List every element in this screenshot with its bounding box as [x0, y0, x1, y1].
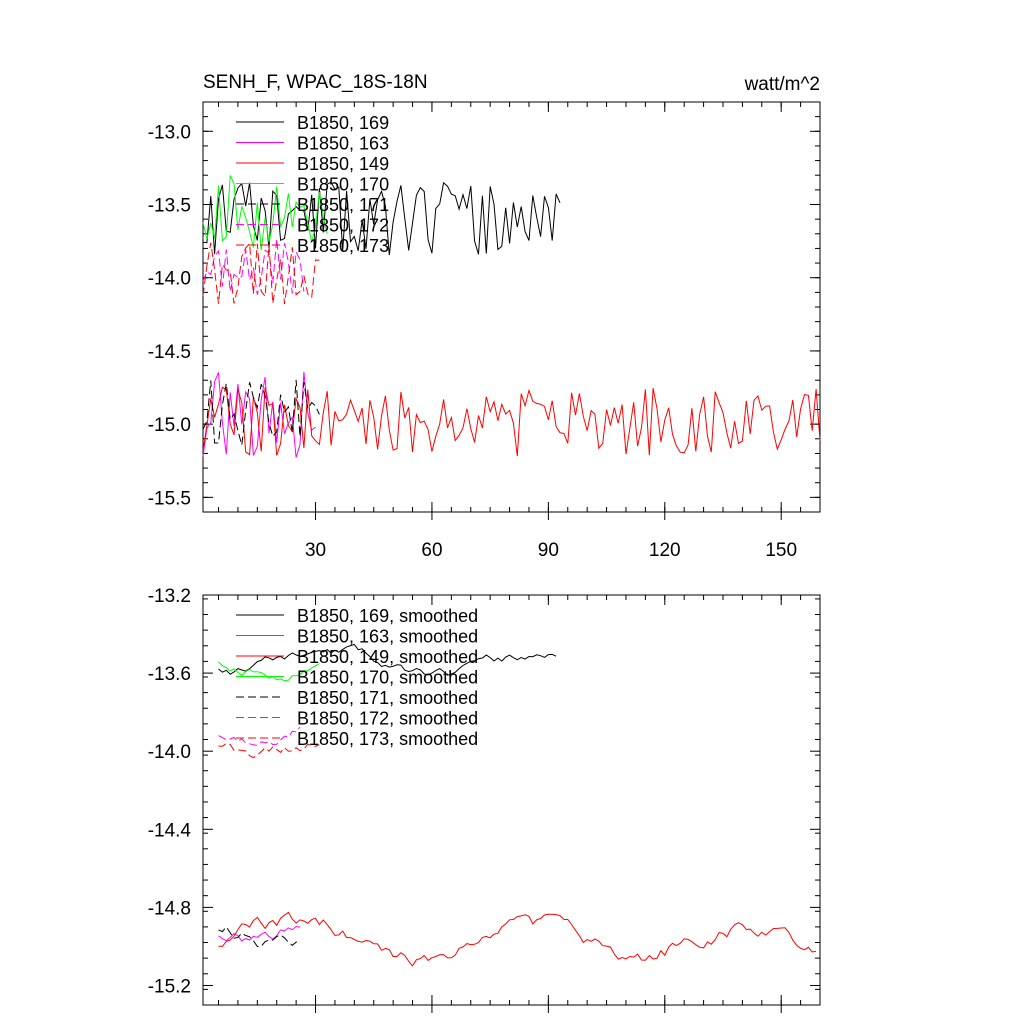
- series-line-0: [218, 643, 557, 676]
- legend-label: B1850, 163: [297, 134, 389, 154]
- chart-title: SENH_F, WPAC_18S-18N: [203, 72, 428, 93]
- series-line-1: [218, 925, 301, 942]
- y-tick-label: -15.5: [148, 488, 191, 509]
- plot-frame: [202, 594, 821, 1006]
- series-line-6: [218, 742, 320, 759]
- legend-label: B1850, 172: [297, 216, 389, 236]
- y-tick-label: -14.5: [148, 342, 191, 363]
- series-line-5: [202, 238, 305, 295]
- series-line-5: [218, 726, 301, 746]
- series-line-2: [202, 386, 821, 457]
- y-tick-label: -14.4: [148, 820, 192, 841]
- legend-label: B1850, 170, smoothed: [297, 668, 478, 688]
- bottom-panel: -15.2 -14.8 -14.4 -14.0 -13.6 -13.2 B1850, 169…: [148, 586, 821, 1013]
- series-line-6: [202, 242, 320, 305]
- y-tick-label: -14.0: [148, 269, 191, 290]
- x-tick-label: 60: [421, 540, 442, 561]
- legend-label: B1850, 149: [297, 154, 389, 174]
- y-tick-label: -14.8: [148, 898, 191, 919]
- legend-label: B1850, 163, smoothed: [297, 627, 478, 647]
- legend-label: B1850, 173: [297, 236, 389, 256]
- legend-label: B1850, 173, smoothed: [297, 729, 478, 749]
- y-tick-label: -13.0: [148, 122, 191, 143]
- legend-label: B1850, 169: [297, 113, 389, 133]
- legend-label: B1850, 169, smoothed: [297, 606, 478, 626]
- legend-label: B1850, 172, smoothed: [297, 709, 478, 729]
- top-panel: -15.5 -15.0 -14.5 -14.0 -13.5 -13.0 30 60 90 120 1…: [148, 72, 821, 561]
- y-tick-label: -15.0: [148, 415, 191, 436]
- series-line-3: [218, 661, 320, 682]
- y-tick-label: -15.2: [148, 976, 191, 997]
- y-tick-label: -13.6: [148, 664, 191, 685]
- x-tick-label: 30: [305, 540, 326, 561]
- x-tick-label: 120: [649, 540, 681, 561]
- legend-label: B1850, 171: [297, 195, 389, 215]
- series-line-4: [218, 926, 301, 948]
- x-tick-label: 150: [765, 540, 797, 561]
- legend-label: B1850, 149, smoothed: [297, 647, 478, 667]
- y-tick-label: -13.5: [148, 196, 191, 217]
- series-line-3: [202, 175, 328, 251]
- series-line-0: [202, 181, 561, 256]
- legend-label: B1850, 171, smoothed: [297, 688, 478, 708]
- series-line-4: [202, 379, 320, 446]
- y-tick-label: -13.2: [148, 586, 191, 607]
- y-tick-label: -14.0: [148, 742, 191, 763]
- series-line-2: [218, 911, 817, 967]
- legend-label: B1850, 170: [297, 175, 389, 195]
- x-tick-label: 90: [538, 540, 559, 561]
- units-label: watt/m^2: [744, 74, 820, 95]
